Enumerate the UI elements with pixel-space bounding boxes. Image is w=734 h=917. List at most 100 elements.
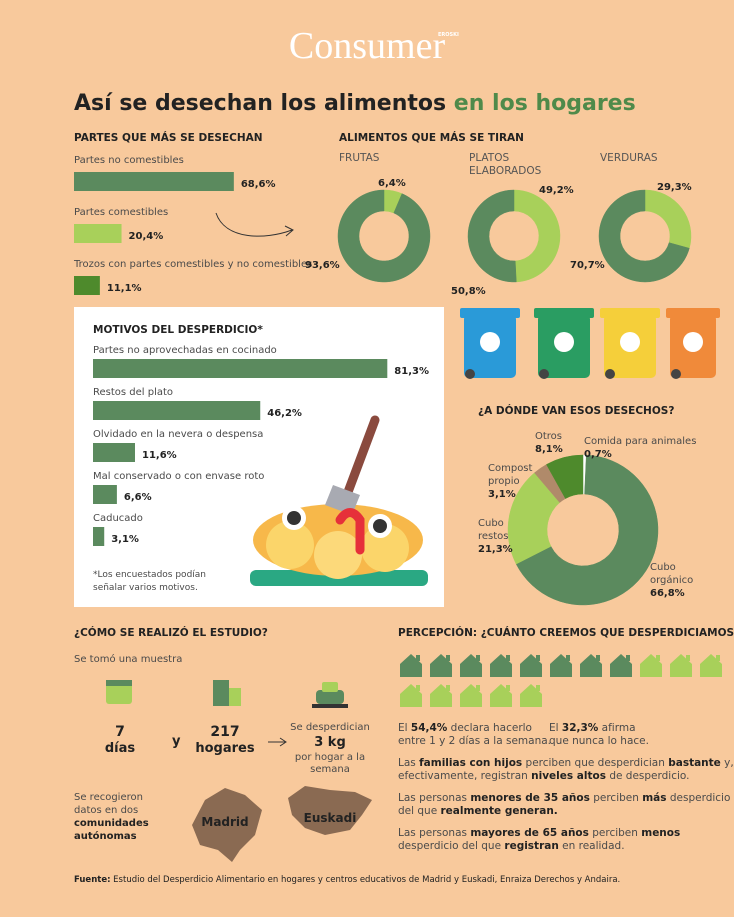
text-segment: Las personas [398, 827, 470, 839]
house-icon [520, 654, 542, 677]
stat-value: 217 [210, 724, 239, 740]
text: y [172, 734, 181, 749]
text-segment: en realidad. [559, 840, 625, 852]
bins [460, 308, 720, 379]
bar [93, 485, 117, 504]
house-icon [520, 684, 542, 707]
text-segment: afirma [598, 722, 635, 734]
category-label: orgánico [650, 574, 693, 586]
value-label: 81,3% [394, 366, 429, 377]
text-segment: 32,3% [562, 722, 599, 734]
regions-text: Se recogieron [74, 792, 143, 803]
note: señalar varios motivos. [93, 583, 198, 593]
paragraph-line: Las familias con hijos perciben que desp… [398, 757, 734, 769]
text-segment: realmente generan. [441, 805, 558, 817]
value-label: 3,1% [488, 489, 516, 500]
text-segment: familias con hijos [419, 757, 522, 769]
donut-segment [513, 189, 561, 283]
donut-name: ELABORADOS [469, 165, 542, 177]
value-label: 11,1% [107, 283, 142, 294]
house-icon [700, 654, 722, 677]
text-segment: Las personas [398, 792, 470, 804]
stat-value: 7 [115, 724, 125, 740]
value-label: 11,6% [142, 450, 177, 461]
donut-segment [337, 189, 431, 283]
value-label: 93,6% [305, 260, 340, 271]
section-title: ALIMENTOS QUE MÁS SE TIRAN [339, 131, 524, 144]
text-segment: menos [641, 827, 680, 839]
text-segment: niveles altos [531, 770, 606, 782]
value-label: 8,1% [535, 444, 563, 455]
text: Se tomó una muestra [74, 653, 182, 665]
map-euskadi [288, 786, 372, 835]
title-part: Así se desechan los alimentos [74, 91, 446, 116]
house-icon [490, 654, 512, 677]
bar-label: Partes no comestibles [74, 155, 184, 166]
house-icon [460, 654, 482, 677]
text-segment: declara hacerlo [447, 722, 532, 734]
waste-text: Se desperdician [290, 722, 370, 733]
text-segment: de desperdicio. [606, 770, 690, 782]
value-label: 21,3% [478, 544, 513, 555]
category-label: Cubo [478, 518, 504, 529]
text-segment: bastante [668, 757, 721, 769]
map-label: Euskadi [304, 811, 357, 825]
text-segment: del que [398, 805, 441, 817]
paragraph-line: Las personas menores de 35 años perciben… [398, 792, 730, 804]
bar [74, 276, 100, 295]
donut-segment [467, 189, 517, 283]
map-madrid [192, 788, 262, 862]
value-label: 66,8% [650, 588, 685, 599]
donut-name: PLATOS [469, 152, 509, 164]
waste-text: 3 kg [314, 735, 346, 750]
paragraph-line: desperdicio del que registran en realida… [398, 840, 625, 852]
text-segment: mayores de 65 años [470, 827, 589, 839]
category-label: Compost [488, 463, 533, 474]
value-label: 29,3% [657, 182, 692, 193]
donut-segment [546, 454, 584, 499]
text-segment: Las [398, 757, 419, 769]
house-icon [400, 684, 422, 707]
text-segment: entre 1 y 2 días a la semana. [398, 735, 551, 747]
section-title: PERCEPCIÓN: ¿CUÁNTO CREEMOS QUE DESPERDI… [398, 626, 734, 639]
regions-text: autónomas [74, 830, 137, 842]
bar-label: Partes comestibles [74, 207, 168, 218]
bar-label: Trozos con partes comestibles y no comes… [73, 259, 312, 270]
text-segment: perciben [589, 827, 641, 839]
donut-name: FRUTAS [339, 152, 380, 164]
donut-segment [583, 455, 587, 495]
category-label: Cubo [650, 562, 676, 573]
value-label: 70,7% [570, 260, 605, 271]
paragraph-line: que nunca lo hace. [549, 735, 649, 747]
regions-text: comunidades [74, 818, 149, 829]
house-icon [670, 654, 692, 677]
value-label: 46,2% [267, 408, 302, 419]
text-segment: 54,4% [411, 722, 448, 734]
section-title: PARTES QUE MÁS SE DESECHAN [74, 131, 263, 144]
house-icon [580, 654, 602, 677]
waste-text: semana [310, 764, 350, 775]
category-label: Otros [535, 431, 562, 442]
bar [93, 359, 388, 378]
paragraph-line: efectivamente, registran niveles altos d… [398, 770, 690, 782]
value-label: 50,8% [451, 286, 486, 297]
footer: Fuente: Estudio del Desperdicio Alimenta… [74, 875, 620, 885]
brand-tag: EROSKI [438, 32, 459, 38]
stat-unit: días [105, 741, 136, 756]
house-icon [400, 654, 422, 677]
value-label: 0,7% [584, 449, 612, 460]
text-segment: que nunca lo hace. [549, 735, 649, 747]
section-title: ¿CÓMO SE REALIZÓ EL ESTUDIO? [74, 626, 268, 639]
arrow [215, 212, 294, 237]
house-icon [430, 684, 452, 707]
bar [74, 172, 234, 191]
donut-segment [598, 189, 690, 283]
category-label: restos [478, 531, 509, 542]
text-segment: El [549, 722, 562, 734]
value-label: 20,4% [129, 231, 164, 242]
paragraph-line: El 32,3% afirma [549, 722, 636, 734]
note: *Los encuestados podían [93, 570, 206, 580]
title-part: en los hogares [454, 91, 636, 116]
regions-text: datos en dos [74, 805, 138, 816]
